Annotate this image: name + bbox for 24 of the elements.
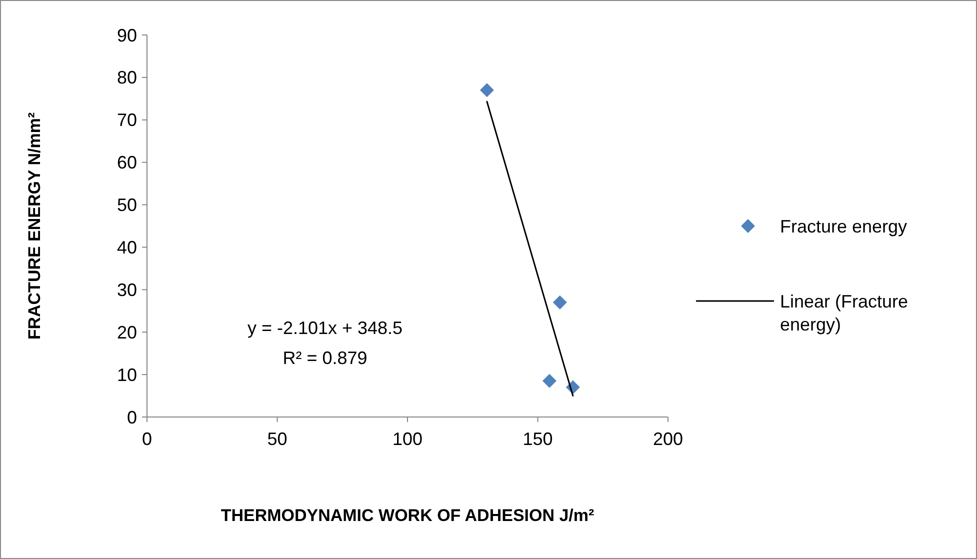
x-axis-title: THERMODYNAMIC WORK OF ADHESION J/m² — [220, 506, 595, 525]
y-tick-label: 70 — [116, 110, 137, 130]
annotation: y = -2.101x + 348.5 — [247, 318, 403, 338]
y-tick-label: 80 — [116, 68, 137, 88]
annotation: R² = 0.879 — [282, 348, 368, 368]
x-tick-label: 0 — [142, 429, 152, 449]
point — [542, 374, 556, 388]
y-tick-label: 10 — [116, 364, 137, 385]
y-tick-label: 40 — [116, 238, 137, 258]
y-axis-title: FRACTURE ENERGY N/mm² — [25, 112, 44, 340]
y-tick-label: 20 — [116, 322, 137, 342]
x-tick-label: 100 — [392, 429, 423, 449]
legend-label: Linear (Fracture energy) — [780, 291, 908, 335]
x-tick-label: 200 — [652, 429, 684, 449]
x-tick-label: 150 — [522, 429, 553, 449]
point — [552, 295, 567, 310]
y-tick-label: 30 — [116, 280, 137, 300]
y-tick-label: 60 — [116, 152, 137, 173]
x-tick-label: 50 — [267, 429, 288, 449]
point — [480, 83, 494, 98]
y-tick-label: 90 — [116, 25, 137, 46]
legend-label: Fracture energy — [780, 216, 908, 236]
y-tick-label: 0 — [126, 407, 137, 428]
y-tick-label: 50 — [116, 195, 137, 216]
